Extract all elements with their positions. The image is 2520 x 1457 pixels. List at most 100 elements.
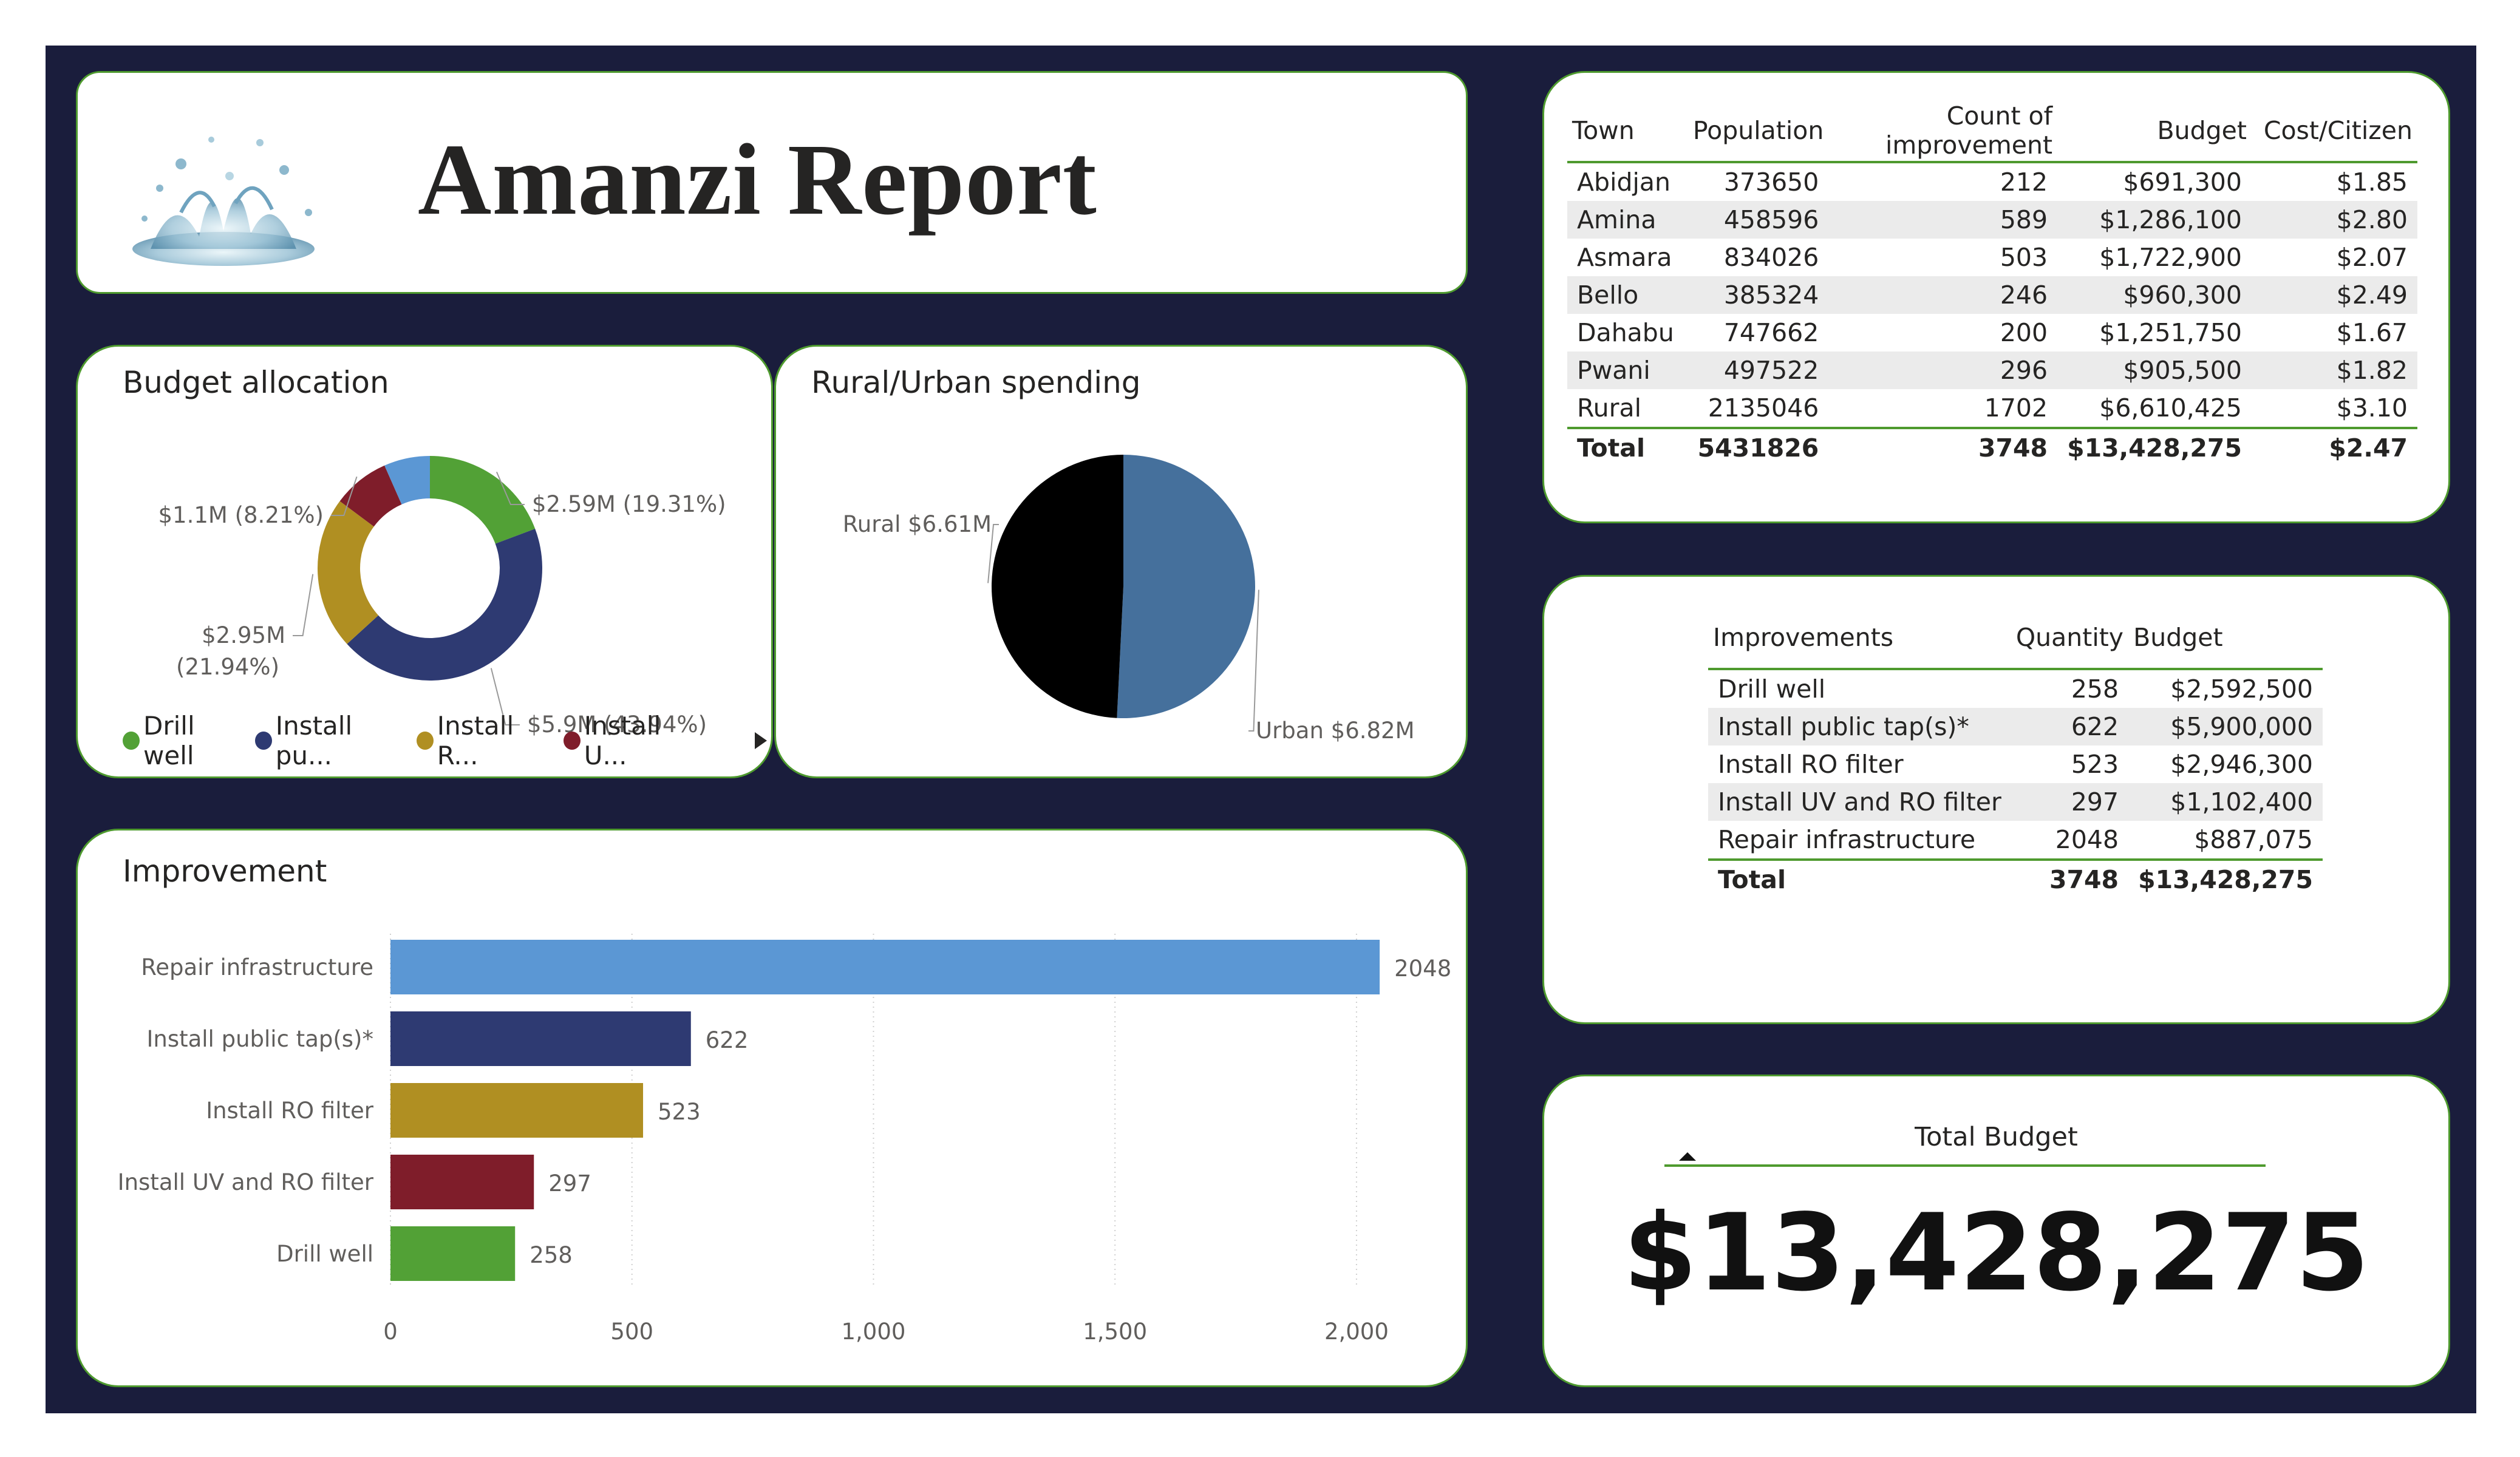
pie-slice-urban[interactable] <box>1117 455 1256 718</box>
x-tick-label: 0 <box>383 1319 398 1345</box>
cell-budget: $1,722,900 <box>2099 243 2242 272</box>
cell-count: 200 <box>2000 318 2048 347</box>
budget-legend: Drill well Install pu... Install R... In… <box>123 711 771 770</box>
column-header-improvements[interactable]: Improvements <box>1713 623 1894 652</box>
cell-town: Abidjan <box>1577 168 1670 197</box>
pie-data-label: Urban $6.82M <box>1256 718 1415 744</box>
legend-label: Drill well <box>143 711 195 770</box>
rural-urban-title: Rural/Urban spending <box>811 365 1141 400</box>
budget-allocation-title: Budget allocation <box>123 365 389 400</box>
pie-slice-rural[interactable] <box>992 455 1123 718</box>
legend-item-install-uv-ro-filter[interactable]: Install U... <box>563 711 704 770</box>
donut-leader-line <box>495 471 525 505</box>
pie-leader-line <box>987 524 999 583</box>
table-row[interactable]: Rural 2135046 1702 $6,610,425 $3.10 <box>1567 389 2417 428</box>
donut-data-label: $2.59M (19.31%) <box>532 491 726 517</box>
cell-budget: $1,251,750 <box>2099 318 2242 347</box>
legend-label: Install U... <box>584 711 661 770</box>
table-total-row: Total 5431826 3748 $13,428,275 $2.47 <box>1567 428 2417 467</box>
cell-budget: $691,300 <box>2123 168 2242 197</box>
improvement-bar-chart[interactable]: 0 500 1,000 1,500 2,000 Repair infrastructure… <box>78 830 1468 1365</box>
column-header-population[interactable]: Population <box>1692 116 1824 145</box>
cell-budget: $960,300 <box>2057 276 2252 314</box>
column-header-cost-citizen[interactable]: Cost/Citizen <box>2263 116 2413 145</box>
table-row[interactable]: Amina 458596 589 $1,286,100 $2.80 <box>1567 201 2417 239</box>
x-tick-label: 1,500 <box>1083 1319 1147 1345</box>
cell-cost-citizen: $1.82 <box>2251 352 2417 389</box>
total-budget-value: $13,428,275 <box>1623 1192 2369 1315</box>
report-title: Amanzi Report <box>418 123 1097 236</box>
triangle-up-icon[interactable] <box>1679 1152 1696 1161</box>
bar-install-public-tap-s[interactable] <box>390 1011 691 1066</box>
pie-data-label: Rural $6.61M <box>843 511 992 537</box>
table-row[interactable]: Dahabu 747662 200 $1,251,750 $1.67 <box>1567 314 2417 352</box>
table-row[interactable]: Drill well 258 $2,592,500 <box>1708 669 2323 708</box>
column-header-budget[interactable]: Budget <box>2133 623 2223 652</box>
table-row[interactable]: Pwani 497522 296 $905,500 $1.82 <box>1567 352 2417 389</box>
y-category-label: Install public tap(s)* <box>146 1026 373 1052</box>
cell-population: 834026 <box>1723 243 1819 272</box>
triangle-right-icon[interactable] <box>749 728 771 753</box>
table-row[interactable]: Install RO filter 523 $2,946,300 <box>1708 745 2323 783</box>
bar-install-uv-and-ro-filter[interactable] <box>390 1155 534 1209</box>
cell-budget: $905,500 <box>2057 352 2252 389</box>
cell-count: 246 <box>1828 276 2058 314</box>
donut-data-label: $1.1M (8.21%) <box>158 502 324 528</box>
bar-drill-well[interactable] <box>390 1226 516 1281</box>
cell-total-quantity: 3748 <box>2049 865 2119 894</box>
cell-quantity: 258 <box>2071 674 2119 704</box>
cell-quantity: 297 <box>2011 783 2129 821</box>
column-header-quantity[interactable]: Quantity <box>2015 623 2124 652</box>
column-header-town[interactable]: Town <box>1572 116 1635 145</box>
table-row[interactable]: Repair infrastructure 2048 $887,075 <box>1708 821 2323 860</box>
donut-leader-line <box>490 668 520 725</box>
donut-slice-install-public-tap-s[interactable] <box>347 528 543 681</box>
donut-leader-line <box>293 574 314 636</box>
budget-donut-chart[interactable]: $2.59M (19.31%) $5.9M (43.94%) $2.95M (21.9… <box>78 401 773 741</box>
column-header-count[interactable]: Count of improvement <box>1885 101 2053 160</box>
total-budget-label: Total Budget <box>1915 1122 2078 1152</box>
bar-value-label: 622 <box>706 1027 749 1053</box>
cell-count: 589 <box>1828 201 2058 239</box>
donut-slice-install-ro-filter[interactable] <box>318 501 379 644</box>
table-row[interactable]: Asmara 834026 503 $1,722,900 $2.07 <box>1567 239 2417 276</box>
cell-improvement: Install public tap(s)* <box>1708 708 2011 745</box>
bar-value-label: 297 <box>548 1170 591 1197</box>
table-row[interactable]: Abidjan 373650 212 $691,300 $1.85 <box>1567 162 2417 201</box>
donut-slice-drill-well[interactable] <box>430 456 536 544</box>
legend-item-install-ro-filter[interactable]: Install R... <box>416 711 555 770</box>
cell-count: 1702 <box>1984 393 2048 423</box>
legend-dot <box>563 732 581 750</box>
bar-install-ro-filter[interactable] <box>390 1083 644 1138</box>
x-tick-label: 1,000 <box>841 1319 905 1345</box>
table-row[interactable]: Install UV and RO filter 297 $1,102,400 <box>1708 783 2323 821</box>
bar-value-label: 2048 <box>1394 956 1451 982</box>
cell-town: Rural <box>1577 393 1642 423</box>
cell-count: 296 <box>1828 352 2058 389</box>
cell-budget: $1,102,400 <box>2128 783 2323 821</box>
legend-dot <box>254 732 272 750</box>
donut-slice-repair-infrastructure[interactable] <box>384 456 430 504</box>
table-row[interactable]: Install public tap(s)* 622 $5,900,000 <box>1708 708 2323 745</box>
cell-total-budget: $13,428,275 <box>2067 433 2242 463</box>
donut-slice-install-uv-and-ro-filter[interactable] <box>339 465 402 527</box>
pie-leader-line <box>1248 589 1259 732</box>
cell-total-budget: $13,428,275 <box>2138 865 2313 894</box>
donut-data-label: $2.95M (21.94%) <box>176 622 285 680</box>
legend-item-drill-well[interactable]: Drill well <box>123 711 247 770</box>
cell-improvement: Repair infrastructure <box>1718 825 1976 854</box>
bar-repair-infrastructure[interactable] <box>390 940 1380 994</box>
improvements-table-card: Improvements Quantity Budget Drill well … <box>1542 575 2450 1024</box>
table-header-row: Improvements Quantity Budget <box>1708 607 2323 669</box>
cell-improvement: Install RO filter <box>1718 750 1904 779</box>
cell-budget: $2,592,500 <box>2170 674 2313 704</box>
cell-population: 2135046 <box>1708 393 1819 423</box>
rural-urban-card: Rural/Urban spending Urban $6.82M Rural $… <box>774 345 1468 778</box>
rural-urban-pie-chart[interactable]: Urban $6.82M Rural $6.61M <box>776 401 1468 778</box>
column-header-budget[interactable]: Budget <box>2157 116 2247 145</box>
cell-budget: $2,946,300 <box>2170 750 2313 779</box>
legend-item-install-public-taps[interactable]: Install pu... <box>254 711 408 770</box>
table-row[interactable]: Bello 385324 246 $960,300 $2.49 <box>1567 276 2417 314</box>
cell-total-label: Total <box>1718 865 1786 894</box>
water-splash-icon <box>132 137 315 266</box>
